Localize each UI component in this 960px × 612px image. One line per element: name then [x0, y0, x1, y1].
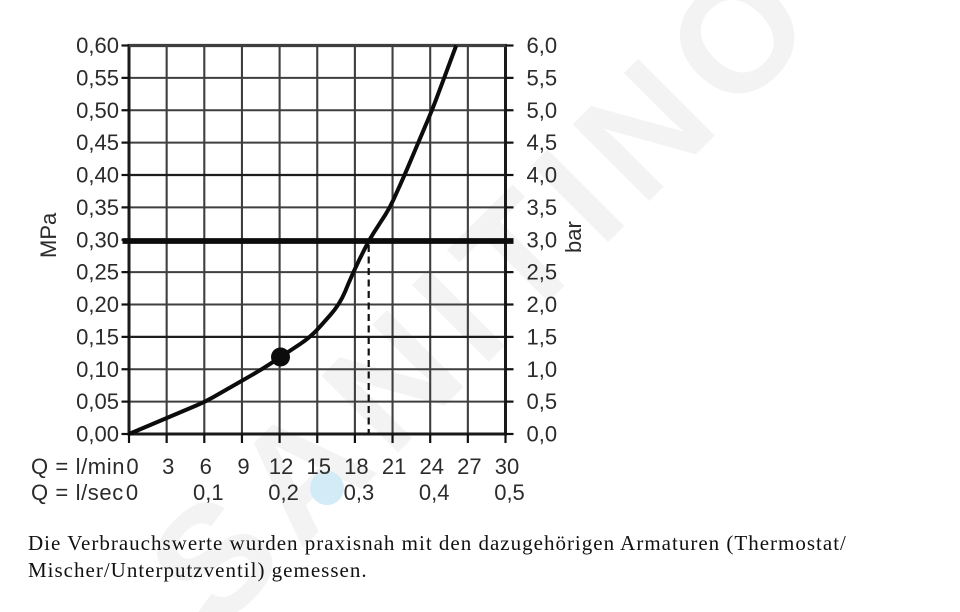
svg-text:0,40: 0,40	[76, 163, 119, 188]
svg-text:0,60: 0,60	[76, 33, 119, 58]
svg-text:0,35: 0,35	[76, 195, 119, 220]
svg-text:0,2: 0,2	[268, 480, 299, 505]
svg-text:bar: bar	[561, 221, 586, 253]
svg-text:4,0: 4,0	[527, 163, 558, 188]
svg-text:6,0: 6,0	[527, 33, 558, 58]
svg-text:4,5: 4,5	[527, 130, 558, 155]
svg-text:24: 24	[419, 454, 443, 479]
svg-text:Q = l/min: Q = l/min	[31, 454, 125, 479]
svg-text:9: 9	[237, 454, 249, 479]
svg-text:2,0: 2,0	[527, 292, 558, 317]
svg-text:0,05: 0,05	[76, 389, 119, 414]
svg-text:27: 27	[457, 454, 481, 479]
svg-text:0: 0	[126, 480, 138, 505]
svg-text:21: 21	[382, 454, 406, 479]
svg-text:3,0: 3,0	[527, 227, 558, 252]
svg-text:0,10: 0,10	[76, 357, 119, 382]
svg-text:15: 15	[307, 454, 331, 479]
svg-text:0,3: 0,3	[344, 480, 375, 505]
svg-text:0,55: 0,55	[76, 65, 119, 90]
svg-text:30: 30	[495, 454, 519, 479]
svg-text:0,25: 0,25	[76, 260, 119, 285]
svg-text:0,00: 0,00	[76, 422, 119, 447]
svg-text:1,0: 1,0	[527, 357, 558, 382]
svg-text:5,5: 5,5	[527, 65, 558, 90]
svg-text:1,5: 1,5	[527, 324, 558, 349]
svg-text:5,0: 5,0	[527, 98, 558, 123]
svg-text:0,4: 0,4	[419, 480, 450, 505]
svg-text:0,20: 0,20	[76, 292, 119, 317]
svg-text:0,45: 0,45	[76, 130, 119, 155]
svg-text:Q = l/sec: Q = l/sec	[31, 480, 124, 505]
svg-text:6: 6	[200, 454, 212, 479]
svg-text:0,15: 0,15	[76, 324, 119, 349]
svg-text:0: 0	[126, 454, 138, 479]
svg-text:0,30: 0,30	[76, 227, 119, 252]
svg-text:0,50: 0,50	[76, 98, 119, 123]
svg-text:0,5: 0,5	[494, 480, 525, 505]
svg-text:3: 3	[162, 454, 174, 479]
svg-text:0,5: 0,5	[527, 389, 558, 414]
svg-text:12: 12	[269, 454, 293, 479]
svg-text:18: 18	[344, 454, 368, 479]
svg-text:3,5: 3,5	[527, 195, 558, 220]
svg-text:2,5: 2,5	[527, 260, 558, 285]
svg-text:MPa: MPa	[36, 212, 61, 258]
svg-text:0,1: 0,1	[193, 480, 224, 505]
svg-text:0,0: 0,0	[527, 422, 558, 447]
